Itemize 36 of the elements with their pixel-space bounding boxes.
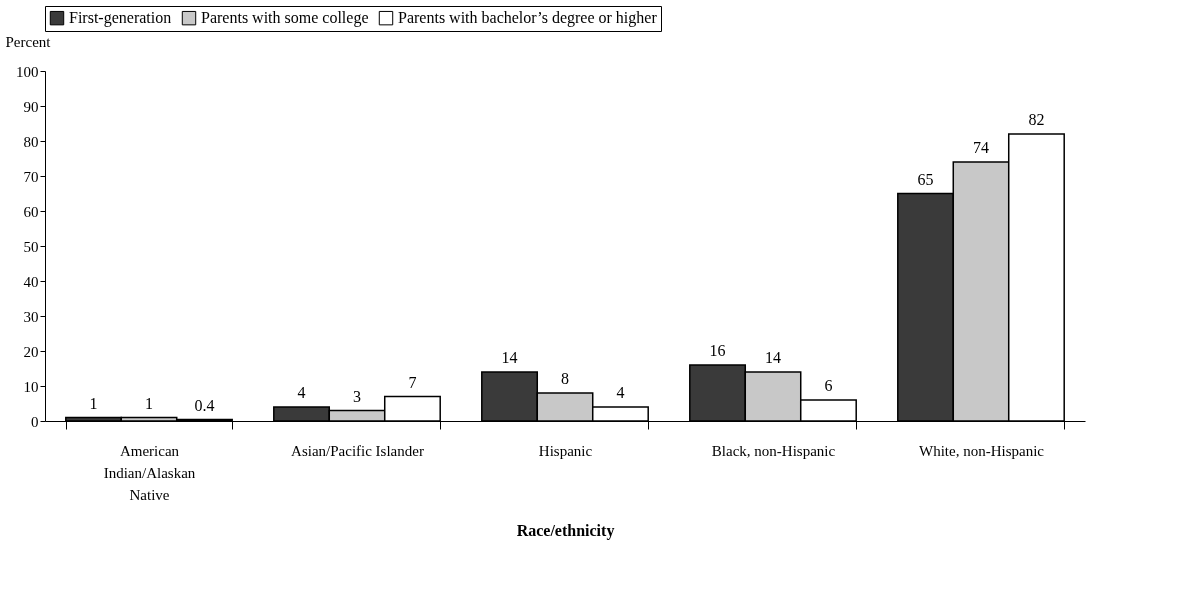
data-label: 65 bbox=[917, 170, 934, 188]
y-tick-label: 30 bbox=[23, 308, 39, 325]
data-label: 14 bbox=[765, 349, 781, 366]
x-tick-label: White, non-Hispanic bbox=[919, 442, 1045, 459]
data-label: 7 bbox=[408, 373, 417, 391]
y-tick-label: 100 bbox=[16, 63, 39, 80]
data-label: 4 bbox=[616, 384, 625, 401]
data-label: 74 bbox=[973, 139, 989, 156]
y-tick-label: 10 bbox=[23, 378, 39, 395]
x-tick-label: Asian/Pacific Islander bbox=[291, 442, 424, 459]
x-tick-label: Black, non-Hispanic bbox=[711, 442, 836, 459]
data-label: 6 bbox=[824, 377, 833, 394]
data-label: 8 bbox=[561, 370, 569, 387]
y-tick-label: 90 bbox=[23, 98, 39, 115]
legend-label: Parents with some college bbox=[201, 9, 369, 28]
y-tick-label: 80 bbox=[23, 133, 39, 150]
data-label: 1 bbox=[145, 394, 153, 412]
y-tick-label: 70 bbox=[23, 168, 39, 185]
data-label: 1 bbox=[89, 394, 98, 412]
y-tick-label: 0 bbox=[31, 413, 39, 430]
y-axis-title: Percent bbox=[5, 33, 52, 50]
data-label: 14 bbox=[501, 349, 518, 366]
x-tick-label: Hispanic bbox=[538, 442, 593, 459]
y-tick-label: 60 bbox=[23, 203, 39, 220]
x-tick-label: American Indian/Alaskan Native bbox=[103, 442, 196, 503]
data-label: 82 bbox=[1028, 111, 1045, 128]
data-label: 3 bbox=[353, 387, 361, 405]
legend-label: Parents with bachelor’s degree or higher bbox=[398, 9, 658, 28]
y-tick-label: 40 bbox=[23, 273, 39, 290]
data-label: 16 bbox=[709, 342, 726, 359]
data-label: 4 bbox=[297, 384, 306, 401]
x-axis-title: Race/ethnicity bbox=[516, 521, 615, 540]
y-tick-label: 50 bbox=[23, 238, 39, 255]
legend-label: First-generation bbox=[69, 9, 172, 28]
data-label: 0.4 bbox=[194, 396, 215, 414]
y-tick-label: 20 bbox=[23, 343, 39, 360]
